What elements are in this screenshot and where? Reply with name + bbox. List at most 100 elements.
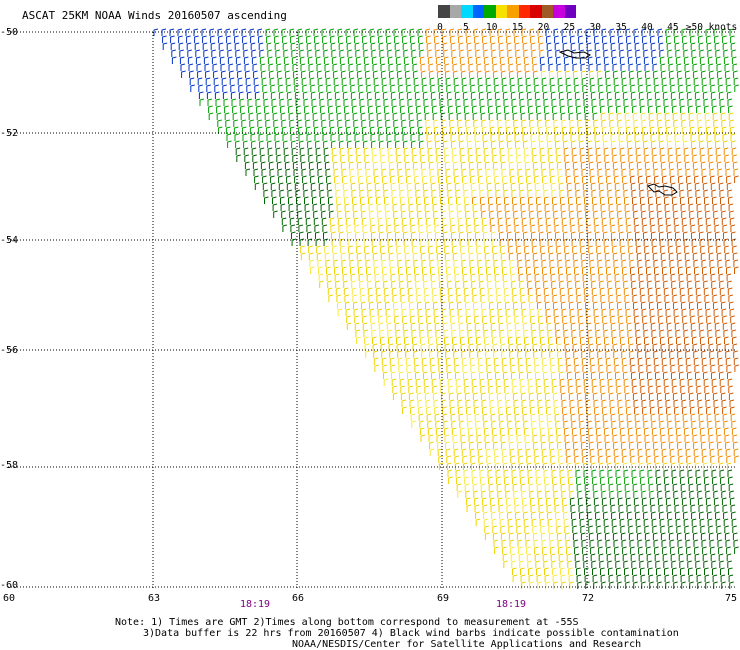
wind-barb [563,511,568,519]
wind-barb [652,161,658,169]
wind-barb [512,203,518,211]
wind-barb [572,336,577,344]
wind-barb [606,273,612,281]
wind-barb [465,301,470,309]
wind-barb [603,56,609,64]
wind-barb [189,77,195,85]
wind-barb [610,224,616,232]
wind-barb [524,343,530,351]
wind-barb [401,308,407,316]
wind-barb [667,49,672,57]
wind-barb [525,441,530,449]
wind-barb [619,140,624,148]
wind-barb [683,518,689,526]
wind-barb [601,301,606,309]
wind-barb [448,203,454,211]
wind-barb [525,259,531,267]
wind-barb [403,147,409,155]
wind-barb [642,224,648,232]
wind-barb [573,259,579,267]
wind-barb [423,378,429,386]
wind-barb [257,126,263,134]
wind-barb [311,98,317,106]
wind-barb [635,511,640,519]
wind-barb [394,315,399,323]
wind-barb [673,497,679,505]
wind-barb [385,126,391,134]
wind-barb [268,154,273,162]
wind-barb [550,175,555,183]
wind-barb [619,231,624,239]
wind-barb [722,35,727,43]
wind-barb [545,217,551,225]
wind-barb [723,420,728,428]
wind-barb [400,203,406,211]
wind-barb [443,231,448,239]
wind-barb [644,154,649,162]
wind-barb [692,252,698,260]
wind-barb [564,532,570,540]
island-shape [558,49,591,59]
wind-barb [466,406,471,414]
wind-barb [630,462,636,470]
wind-barb [698,133,704,141]
wind-barb [320,196,325,204]
wind-barb [348,245,353,253]
wind-barb [673,581,678,589]
wind-barb [574,455,579,463]
wind-barb [616,112,622,120]
wind-barb [576,476,581,484]
wind-barb [622,175,627,183]
wind-barb [535,560,540,568]
wind-barb [359,287,365,295]
wind-barb [450,322,456,330]
wind-barb [599,287,605,295]
wind-barb [653,539,659,547]
wind-barb [672,112,678,120]
wind-barb [636,252,642,260]
scale-swatch [472,5,484,18]
wind-barb [658,413,664,421]
wind-barb [634,35,639,43]
wind-barb [669,70,674,78]
wind-barb [477,70,482,78]
wind-barb [653,168,659,176]
wind-barb [418,224,424,232]
wind-barb [722,322,728,330]
wind-barb [640,294,646,302]
wind-barb [639,189,645,197]
wind-barb [596,154,601,162]
wind-barb [373,259,379,267]
wind-barb [472,203,478,211]
wind-barb [654,273,660,281]
wind-barb [414,91,420,99]
wind-barb [608,196,613,204]
wind-barb [615,189,621,197]
wind-barb [592,567,597,575]
wind-barb [682,413,688,421]
lat-label-minus-52: -52 [0,128,19,139]
wind-barb [484,336,489,344]
wind-barb [651,511,656,519]
wind-barb [630,455,635,463]
wind-barb [380,336,385,344]
wind-barb [693,259,699,267]
wind-barb [631,98,637,106]
wind-barb [642,504,648,512]
wind-barb [731,420,736,428]
wind-barb [323,238,329,246]
wind-barb [226,133,232,141]
wind-barb [388,245,393,253]
wind-barb [613,350,618,358]
wind-barb [469,441,474,449]
wind-barb [629,77,635,85]
wind-barb [526,266,531,274]
wind-barb [618,42,624,50]
wind-barb [339,49,344,57]
wind-barb [310,182,316,190]
wind-barb [665,399,671,407]
wind-barb [472,385,477,393]
wind-barb [251,147,257,155]
wind-barb [379,147,385,155]
wind-barb [542,175,547,183]
